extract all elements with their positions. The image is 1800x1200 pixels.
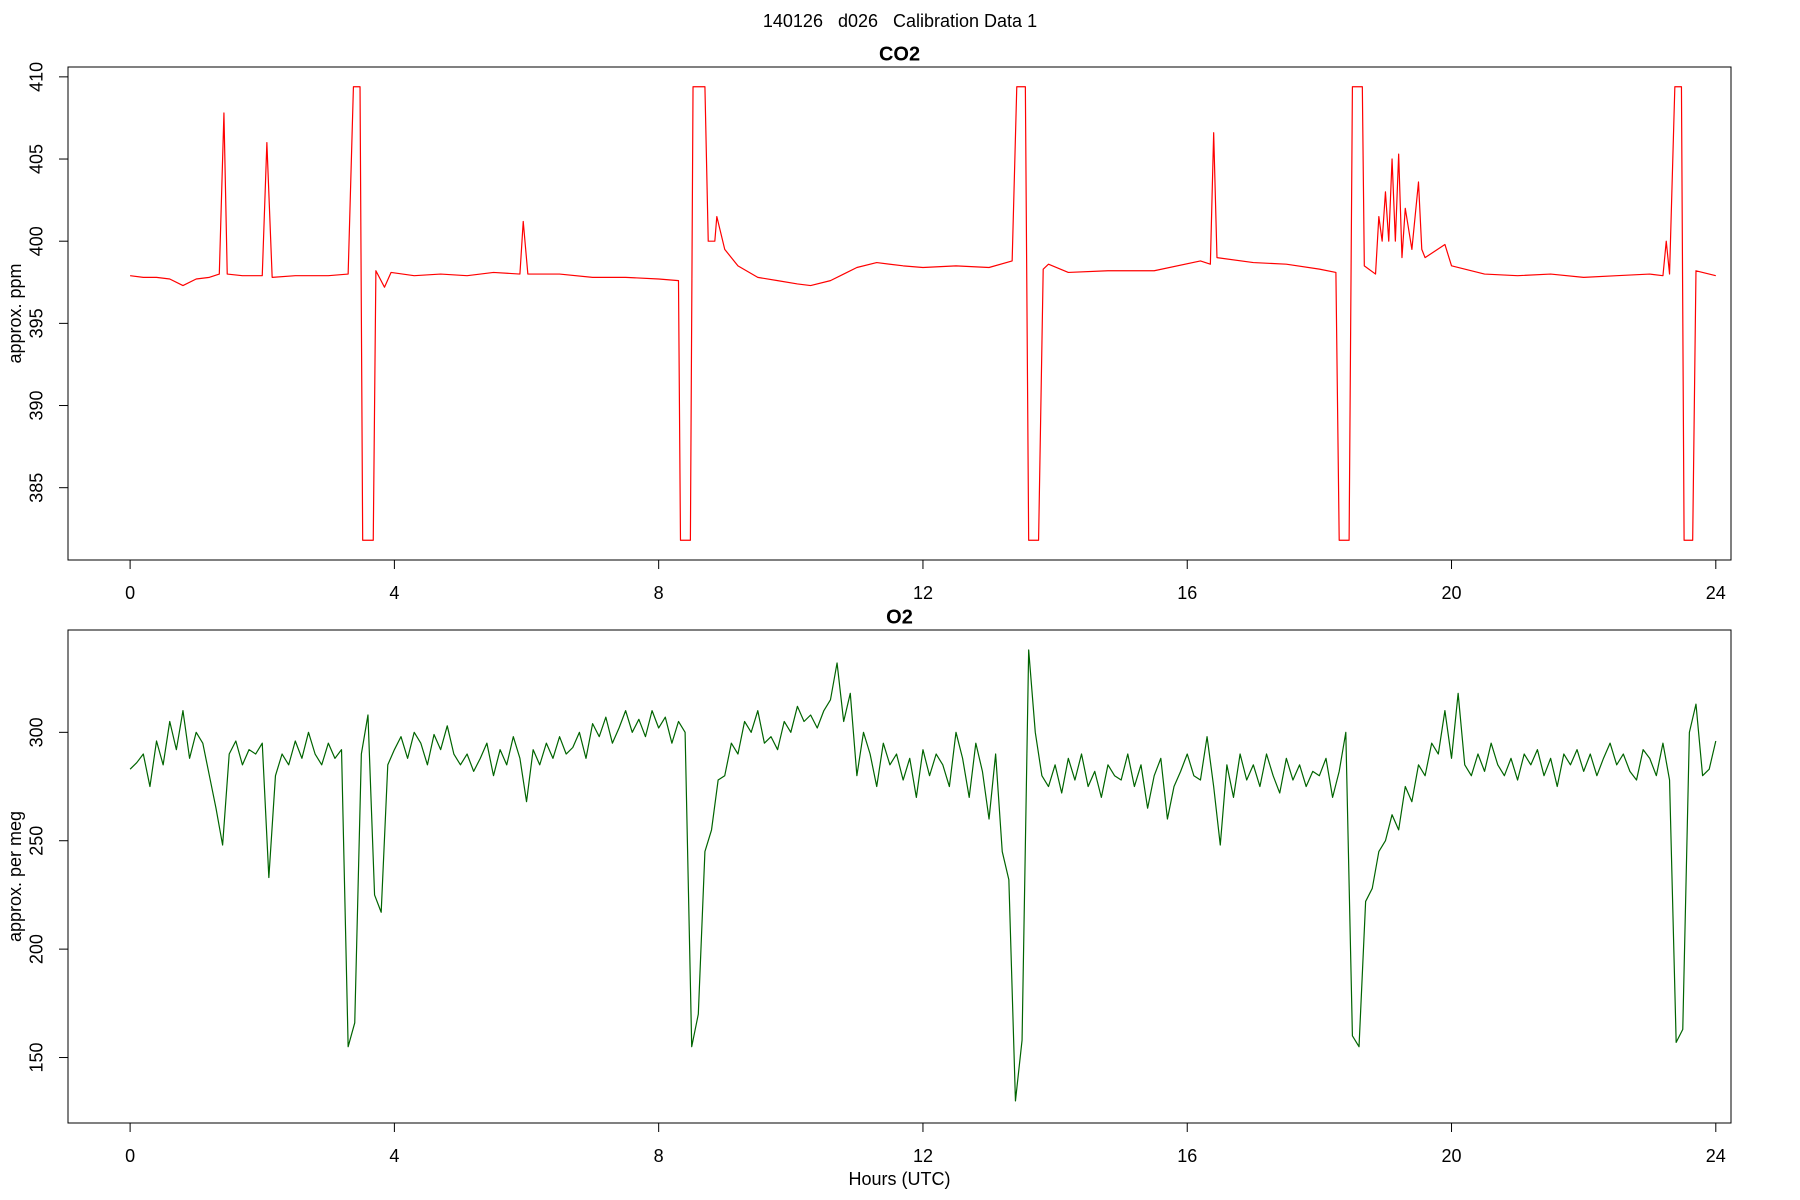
x-tick-label: 20 [1442,1146,1462,1166]
plot-frame [67,66,1732,561]
x-tick-label: 24 [1706,1146,1726,1166]
x-tick-label: 8 [654,1146,664,1166]
y-tick-label: 385 [27,473,47,503]
panel-title: CO2 [879,43,920,65]
x-tick-label: 20 [1442,583,1462,603]
x-tick-label: 16 [1177,1146,1197,1166]
y-tick-label: 400 [27,226,47,256]
x-tick-label: 16 [1177,583,1197,603]
x-tick-label: 24 [1706,583,1726,603]
y-tick-label: 150 [27,1043,47,1073]
page-title: 140126 d026 Calibration Data 1 [763,11,1037,31]
x-tick-label: 0 [125,583,135,603]
y-tick-label: 390 [27,391,47,421]
x-tick-label: 4 [389,1146,399,1166]
y-tick-label: 200 [27,934,47,964]
x-tick-label: 4 [389,583,399,603]
x-tick-label: 8 [654,583,664,603]
panel-title: O2 [886,606,913,628]
x-axis-label: Hours (UTC) [849,1169,951,1189]
y-tick-label: 405 [27,144,47,174]
y-tick-label: 300 [27,717,47,747]
y-tick-label: 250 [27,826,47,856]
y-axis-label: approx. ppm [5,263,25,363]
x-tick-label: 12 [913,1146,933,1166]
y-axis-label: approx. per meg [5,811,25,942]
data-line [129,649,1717,1102]
y-tick-label: 395 [27,308,47,338]
plot-frame [67,629,1732,1124]
y-tick-label: 410 [27,62,47,92]
x-tick-label: 12 [913,583,933,603]
data-line [130,86,1716,541]
x-tick-label: 0 [125,1146,135,1166]
